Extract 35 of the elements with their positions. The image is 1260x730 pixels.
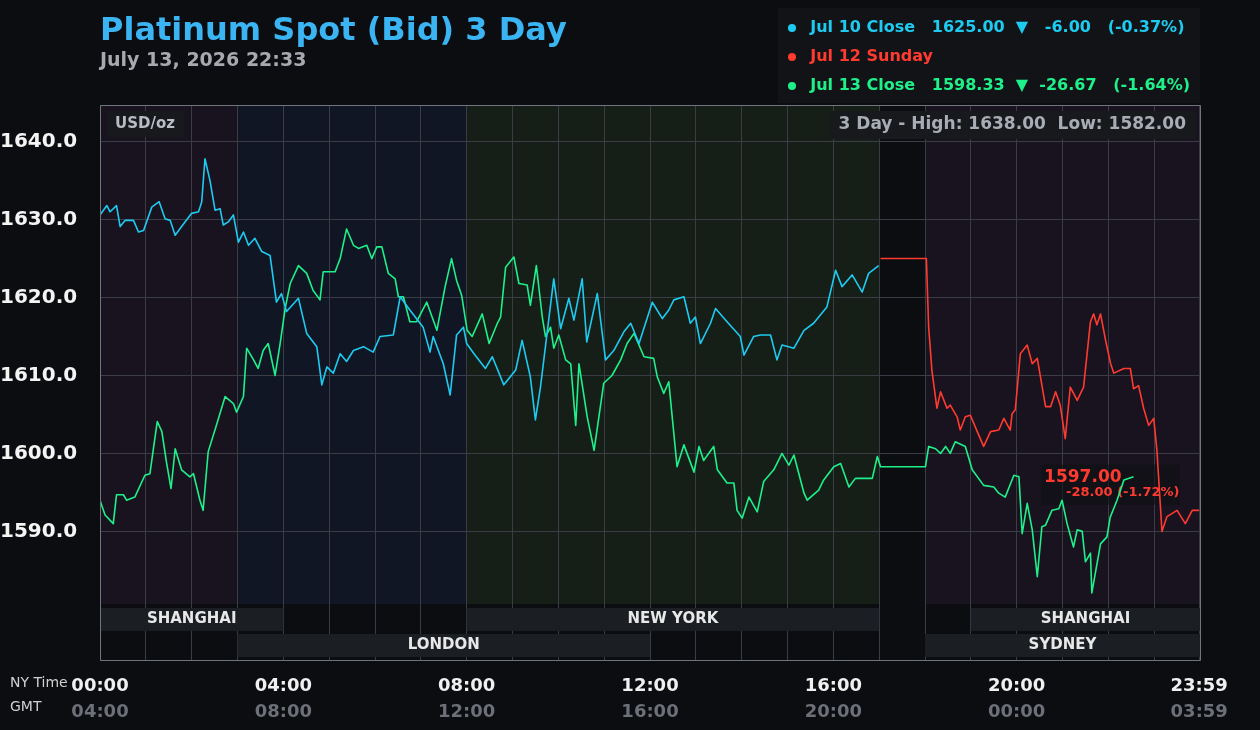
y-tick-label: 1640.0 — [0, 127, 78, 152]
band-label: SHANGHAI — [146, 608, 237, 627]
chart-subtitle: July 13, 2026 22:33 — [100, 48, 307, 70]
x2-tick-label: 08:00 — [254, 700, 312, 722]
annotation: 1597.00 — [1044, 466, 1122, 487]
y-axis-title: USD/oz — [115, 113, 176, 132]
y-tick-label: 1590.0 — [0, 517, 78, 542]
band-label: SYDNEY — [1028, 634, 1098, 653]
y-tick-label: 1620.0 — [0, 283, 78, 308]
band-label: SHANGHAI — [1040, 608, 1131, 627]
band-label: NEW YORK — [627, 608, 720, 627]
x-tick-label: 16:00 — [804, 674, 862, 696]
x2-axis-title: GMT — [10, 697, 42, 714]
legend-label: Jul 12 Sunday — [808, 45, 934, 67]
x-tick-label: 20:00 — [988, 674, 1046, 696]
x2-tick-label: 04:00 — [71, 700, 129, 722]
legend-label: Jul 10 Close 1625.00 ▼ -6.00 (-0.37%) — [808, 16, 1186, 38]
x-tick-label: 08:00 — [438, 674, 496, 696]
x-tick-label: 12:00 — [621, 674, 679, 696]
annotation: 3 Day - High: 1638.00 Low: 1582.00 — [838, 113, 1187, 134]
x-tick-label: 04:00 — [254, 674, 312, 696]
x-tick-label: 00:00 — [71, 674, 129, 696]
y-tick-label: 1610.0 — [0, 361, 78, 386]
chart-title: Platinum Spot (Bid) 3 Day — [100, 10, 567, 48]
x2-tick-label: 12:00 — [438, 700, 496, 722]
band-label: LONDON — [407, 634, 480, 653]
x2-tick-label: 20:00 — [804, 700, 862, 722]
legend-label: Jul 13 Close 1598.33 ▼ -26.67 (-1.64%) — [808, 74, 1190, 96]
x-tick-label: 23:59 — [1170, 674, 1228, 696]
x2-tick-label: 16:00 — [621, 700, 679, 722]
x2-tick-label: 00:00 — [988, 700, 1046, 722]
x2-tick-label: 03:59 — [1170, 700, 1228, 722]
x-axis-title: NY Time — [10, 673, 68, 690]
y-tick-label: 1630.0 — [0, 205, 78, 230]
y-tick-label: 1600.0 — [0, 439, 78, 464]
